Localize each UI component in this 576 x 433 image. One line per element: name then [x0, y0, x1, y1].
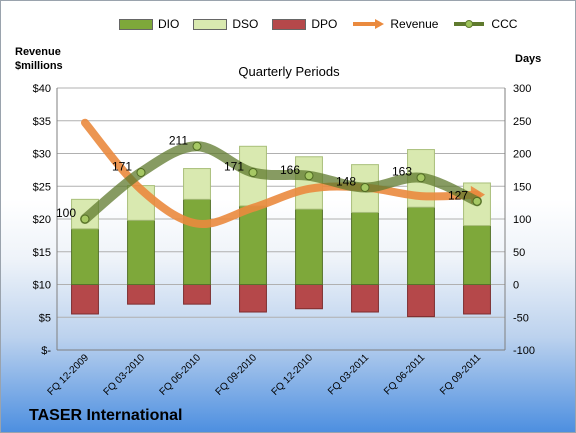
right-tick-label: 300 — [513, 83, 531, 95]
legend-label-revenue: Revenue — [390, 17, 439, 31]
legend-label-dso: DSO — [232, 17, 259, 31]
ccc-data-label: 163 — [392, 165, 412, 179]
legend-label-ccc: CCC — [491, 17, 518, 31]
right-tick-label: 150 — [513, 181, 531, 193]
legend-swatch-dpo — [272, 18, 307, 30]
left-axis-label-line1: Revenue — [15, 46, 61, 58]
ccc-point — [304, 171, 314, 181]
legend-item-revenue: Revenue — [351, 17, 438, 31]
dpo-bar — [295, 284, 323, 310]
dio-bar — [463, 225, 491, 286]
legend-item-dso: DSO — [193, 17, 258, 31]
category-label: FQ 03-2010 — [102, 352, 148, 398]
right-tick-label: -50 — [513, 312, 529, 324]
dpo-bar — [183, 284, 211, 305]
left-tick-label: $- — [41, 345, 51, 357]
dio-bar — [183, 198, 211, 286]
dso-bar — [183, 168, 211, 200]
ccc-point — [472, 196, 482, 206]
ccc-data-label: 211 — [169, 133, 188, 147]
category-label: FQ 12-2009 — [46, 352, 92, 398]
dio-bar — [295, 208, 323, 285]
dio-bar — [71, 228, 99, 285]
legend-swatch-dso — [193, 18, 228, 30]
legend-label-dio: DIO — [158, 17, 180, 31]
dpo-bar — [239, 284, 267, 313]
legend-item-dpo: DPO — [272, 17, 337, 31]
legend-label-dpo: DPO — [311, 17, 338, 31]
right-tick-label: 250 — [513, 116, 531, 128]
ccc-data-label: 166 — [280, 163, 300, 177]
right-tick-label: 100 — [513, 214, 531, 226]
legend-item-ccc: CCC — [452, 17, 517, 31]
left-tick-label: $35 — [33, 116, 51, 128]
category-label: FQ 12-2010 — [270, 352, 316, 398]
ccc-point — [416, 173, 426, 183]
dpo-bar — [407, 284, 435, 318]
legend: DIO DSO DPO Revenue CCC — [119, 15, 539, 33]
left-tick-label: $20 — [33, 214, 51, 226]
left-tick-label: $15 — [33, 247, 51, 259]
revenue-line — [81, 118, 481, 229]
ccc-point — [248, 167, 258, 177]
ccc-point — [360, 183, 370, 193]
ccc-data-label: 171 — [224, 159, 244, 173]
ccc-data-label: 171 — [112, 159, 132, 173]
dio-bar — [127, 219, 155, 285]
right-tick-label: 50 — [513, 247, 525, 259]
ccc-data-label: 100 — [56, 206, 76, 220]
dpo-bar — [127, 284, 155, 305]
chart-title: Quarterly Periods — [238, 64, 340, 79]
dio-bar — [351, 211, 379, 285]
ccc-point — [192, 141, 202, 151]
ccc-point — [136, 167, 146, 177]
dpo-bar — [71, 284, 99, 315]
company-name: TASER International — [29, 407, 183, 424]
category-label: FQ 09-2010 — [214, 352, 260, 398]
right-tick-label: 0 — [513, 280, 519, 292]
category-label: FQ 09-2011 — [438, 352, 483, 397]
legend-item-dio: DIO — [119, 17, 179, 31]
category-label: FQ 06-2010 — [158, 352, 204, 398]
dpo-bar — [351, 284, 379, 313]
left-tick-label: $40 — [33, 83, 51, 95]
left-tick-label: $5 — [39, 312, 51, 324]
dso-bar — [295, 156, 323, 210]
left-tick-label: $30 — [33, 149, 51, 161]
right-tick-label: -100 — [513, 345, 535, 357]
legend-swatch-dio — [119, 18, 153, 30]
left-axis-label-line2: $millions — [15, 60, 63, 72]
left-axis-label: Revenue $millions — [15, 45, 63, 73]
dio-bar — [239, 205, 267, 285]
ccc-data-label: 127 — [448, 188, 468, 202]
left-tick-label: $10 — [33, 280, 51, 292]
right-axis-label: Days — [515, 53, 542, 65]
legend-line-ccc — [454, 20, 485, 28]
dio-bar — [407, 206, 435, 286]
left-tick-label: $25 — [33, 181, 51, 193]
dpo-bar — [463, 284, 491, 315]
ccc-data-label: 148 — [336, 175, 356, 189]
legend-arrow-revenue — [353, 19, 385, 29]
right-tick-label: 200 — [513, 149, 531, 161]
ccc-point — [80, 214, 90, 224]
category-label: FQ 03-2011 — [326, 352, 371, 397]
category-label: FQ 06-2011 — [382, 352, 427, 397]
